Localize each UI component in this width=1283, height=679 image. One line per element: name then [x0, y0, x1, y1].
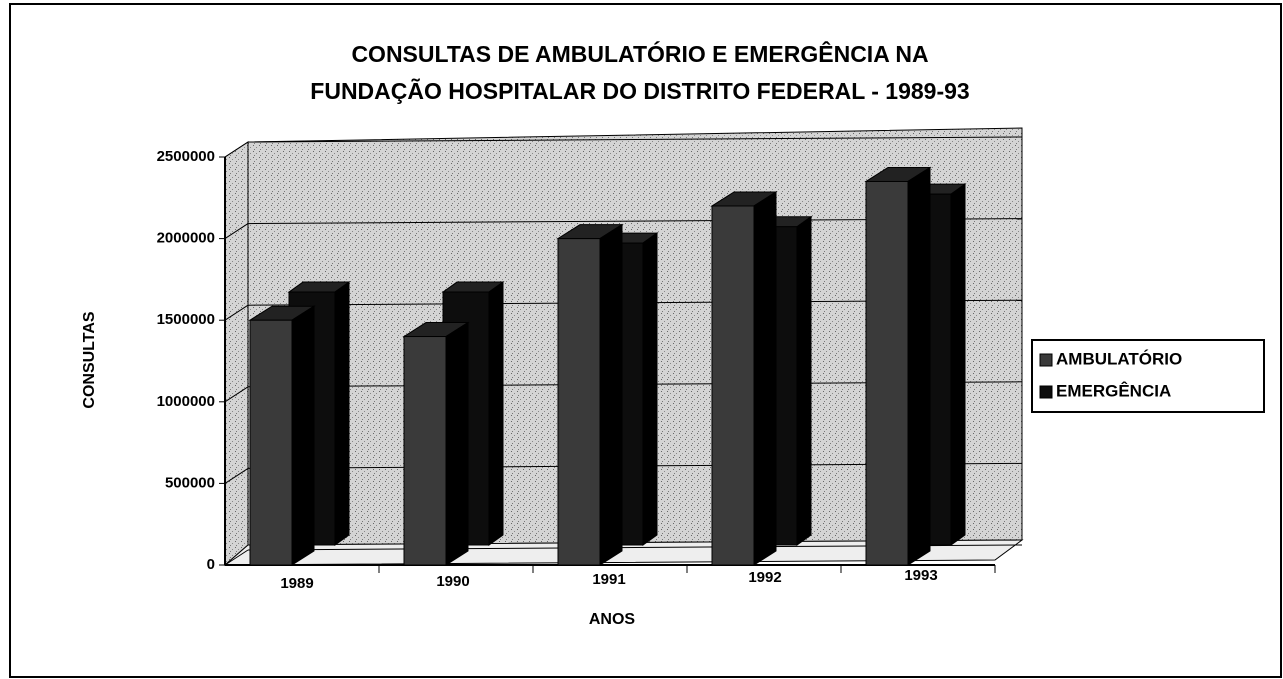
side-wall: [224, 141, 249, 567]
chart-title: FUNDAÇÃO HOSPITALAR DO DISTRITO FEDERAL …: [310, 77, 969, 104]
bar-side: [445, 321, 469, 566]
x-tick-label: 1989: [280, 575, 313, 592]
x-axis-label: ANOS: [589, 611, 636, 628]
bar-side: [488, 281, 504, 546]
y-axis-label: CONSULTAS: [81, 311, 98, 409]
bar-side: [907, 166, 931, 566]
grid-line: [224, 386, 249, 403]
bar-side: [796, 215, 812, 546]
y-tick-label: 0: [207, 556, 215, 573]
chart-title: CONSULTAS DE AMBULATÓRIO E EMERGÊNCIA NA: [351, 40, 928, 67]
x-tick-label: 1993: [904, 567, 937, 584]
frame: [9, 3, 1282, 678]
legend-swatch: [1039, 353, 1053, 367]
bar-side: [599, 223, 623, 566]
grid-line: [224, 467, 249, 484]
y-tick-label: 1000000: [157, 393, 215, 410]
bar-side: [642, 232, 658, 546]
grid-line: [247, 136, 1023, 143]
bar: [711, 205, 755, 566]
bar: [403, 336, 447, 566]
legend-label: AMBULATÓRIO: [1056, 349, 1182, 368]
bar-side: [950, 183, 966, 546]
x-tick-label: 1992: [748, 569, 781, 586]
grid-line: [224, 549, 249, 566]
y-tick-label: 500000: [165, 474, 215, 491]
grid-line: [224, 223, 249, 240]
bar-side: [334, 281, 350, 546]
bar-side: [753, 191, 777, 566]
x-tick-label: 1990: [436, 573, 469, 590]
grid-line: [224, 304, 249, 321]
bar: [865, 180, 909, 566]
x-tick-label: 1991: [592, 571, 625, 588]
legend-box: [1031, 339, 1265, 413]
y-tick-label: 2000000: [157, 230, 215, 247]
bar-side: [291, 305, 315, 566]
grid-line: [224, 141, 249, 158]
bar: [249, 319, 293, 566]
bar: [557, 238, 601, 566]
legend-swatch: [1039, 385, 1053, 399]
y-tick-label: 1500000: [157, 311, 215, 328]
legend-label: EMERGÊNCIA: [1056, 381, 1171, 400]
y-tick-label: 2500000: [157, 148, 215, 165]
